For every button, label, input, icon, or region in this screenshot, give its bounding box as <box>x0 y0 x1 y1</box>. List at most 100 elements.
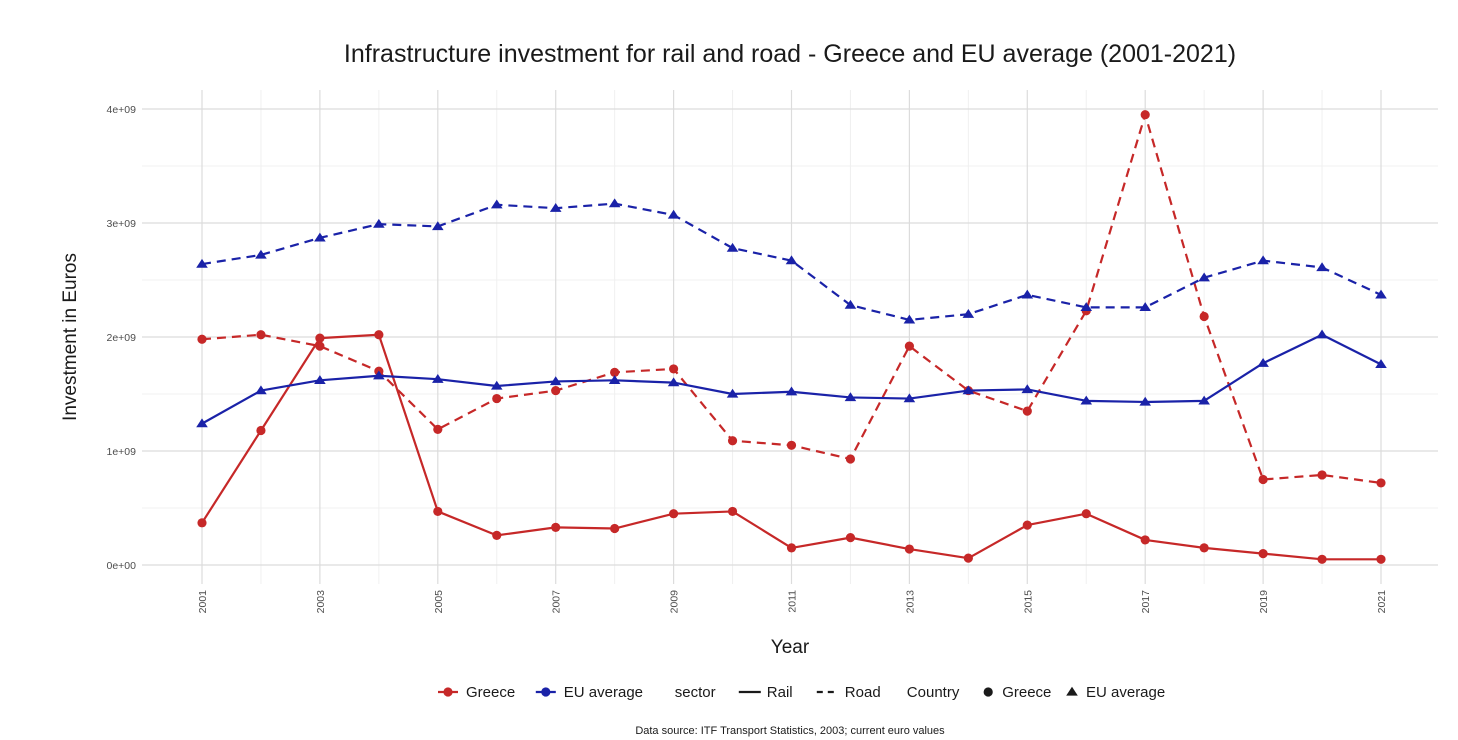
data-point <box>844 392 857 402</box>
data-point <box>1258 474 1268 485</box>
data-point <box>903 393 916 403</box>
x-axis-ticks: 2001 2003 2005 2007 2009 2011 2013 2015 2017 2019… <box>197 590 1388 614</box>
data-point <box>785 386 798 396</box>
data-point <box>610 367 620 377</box>
data-point <box>1199 311 1209 322</box>
data-point <box>255 385 267 395</box>
y-axis-ticks: 0e+00 1e+09 2e+09 3e+09 4e+09 <box>107 104 137 572</box>
data-point <box>433 506 443 517</box>
data-point <box>726 242 739 252</box>
legend-key-marker <box>541 687 551 697</box>
legend-title-country: Country <box>907 684 960 701</box>
x-tick-label: 2001 <box>197 590 209 614</box>
legend-key-marker <box>443 687 453 697</box>
series-layer <box>196 110 1387 564</box>
data-point <box>255 249 267 259</box>
data-point <box>726 388 739 398</box>
series-eu-average-road <box>196 198 1387 324</box>
data-point <box>1198 272 1210 282</box>
data-point <box>1080 302 1093 312</box>
y-tick-label: 1e+09 <box>107 446 137 458</box>
legend: Greece EU average sector Rail Road Country Gre… <box>438 684 1165 701</box>
legend-key-marker <box>983 687 993 697</box>
y-tick-label: 2e+09 <box>107 332 137 344</box>
data-point <box>256 425 266 436</box>
data-point <box>727 436 738 446</box>
data-point <box>1375 289 1387 299</box>
data-point <box>963 553 973 563</box>
legend-label: Greece <box>466 684 515 701</box>
data-point <box>551 522 561 532</box>
y-axis-title: Investment in Euros <box>60 253 81 421</box>
data-source-caption: Data source: ITF Transport Statistics, 2… <box>635 725 945 737</box>
data-point <box>1316 262 1328 272</box>
x-tick-label: 2017 <box>1140 590 1152 614</box>
data-point <box>1081 509 1091 519</box>
data-point <box>1258 549 1268 559</box>
data-point <box>315 341 325 351</box>
data-point <box>667 377 680 387</box>
x-tick-label: 2015 <box>1022 590 1034 614</box>
data-point <box>490 380 503 390</box>
data-point <box>314 375 326 384</box>
data-point <box>1021 384 1034 394</box>
data-point <box>196 418 208 428</box>
legend-label: EU average <box>564 684 643 701</box>
x-tick-label: 2021 <box>1376 590 1388 614</box>
data-point <box>669 509 679 519</box>
data-point <box>727 506 738 517</box>
data-point <box>667 209 680 219</box>
legend-label: EU average <box>1086 684 1165 701</box>
series-greece-rail <box>197 330 1386 564</box>
data-point <box>373 218 385 228</box>
legend-label: Road <box>845 684 881 701</box>
x-axis-title: Year <box>771 637 810 658</box>
data-point <box>669 364 679 374</box>
data-point <box>432 373 444 383</box>
data-point <box>785 255 798 265</box>
data-point <box>903 314 916 324</box>
x-tick-label: 2007 <box>551 590 563 614</box>
data-point <box>549 202 562 212</box>
data-point <box>551 385 561 396</box>
data-point <box>197 518 207 528</box>
legend-label: Rail <box>767 684 793 701</box>
data-point <box>256 330 266 340</box>
data-point <box>314 232 326 242</box>
data-point <box>1080 395 1093 405</box>
data-point <box>608 375 621 384</box>
data-point <box>1022 520 1032 530</box>
x-tick-label: 2009 <box>669 590 681 614</box>
data-point <box>1376 478 1386 488</box>
data-point <box>433 424 443 434</box>
data-point <box>845 454 856 464</box>
data-point <box>1375 359 1387 369</box>
data-point <box>549 376 562 386</box>
x-tick-label: 2005 <box>433 590 445 614</box>
data-point <box>197 334 207 344</box>
series-greece-road <box>197 110 1386 488</box>
data-point <box>373 370 385 380</box>
data-point <box>845 533 856 543</box>
data-point <box>1317 470 1327 480</box>
data-point <box>1139 396 1151 406</box>
data-point <box>1257 358 1269 367</box>
data-point <box>1198 395 1210 405</box>
legend-title-sector: sector <box>675 684 716 701</box>
data-point <box>1316 329 1328 339</box>
data-point <box>374 330 384 340</box>
data-point <box>844 299 857 309</box>
y-tick-label: 3e+09 <box>107 218 137 230</box>
data-point <box>196 258 208 268</box>
data-point <box>492 530 502 540</box>
y-tick-label: 4e+09 <box>107 104 137 116</box>
data-point <box>432 221 444 231</box>
data-point <box>962 308 975 318</box>
data-point <box>1199 543 1209 553</box>
data-point <box>610 523 620 534</box>
data-point <box>786 543 797 553</box>
data-point <box>962 385 975 395</box>
data-point <box>1376 554 1386 564</box>
data-point <box>1140 535 1150 545</box>
